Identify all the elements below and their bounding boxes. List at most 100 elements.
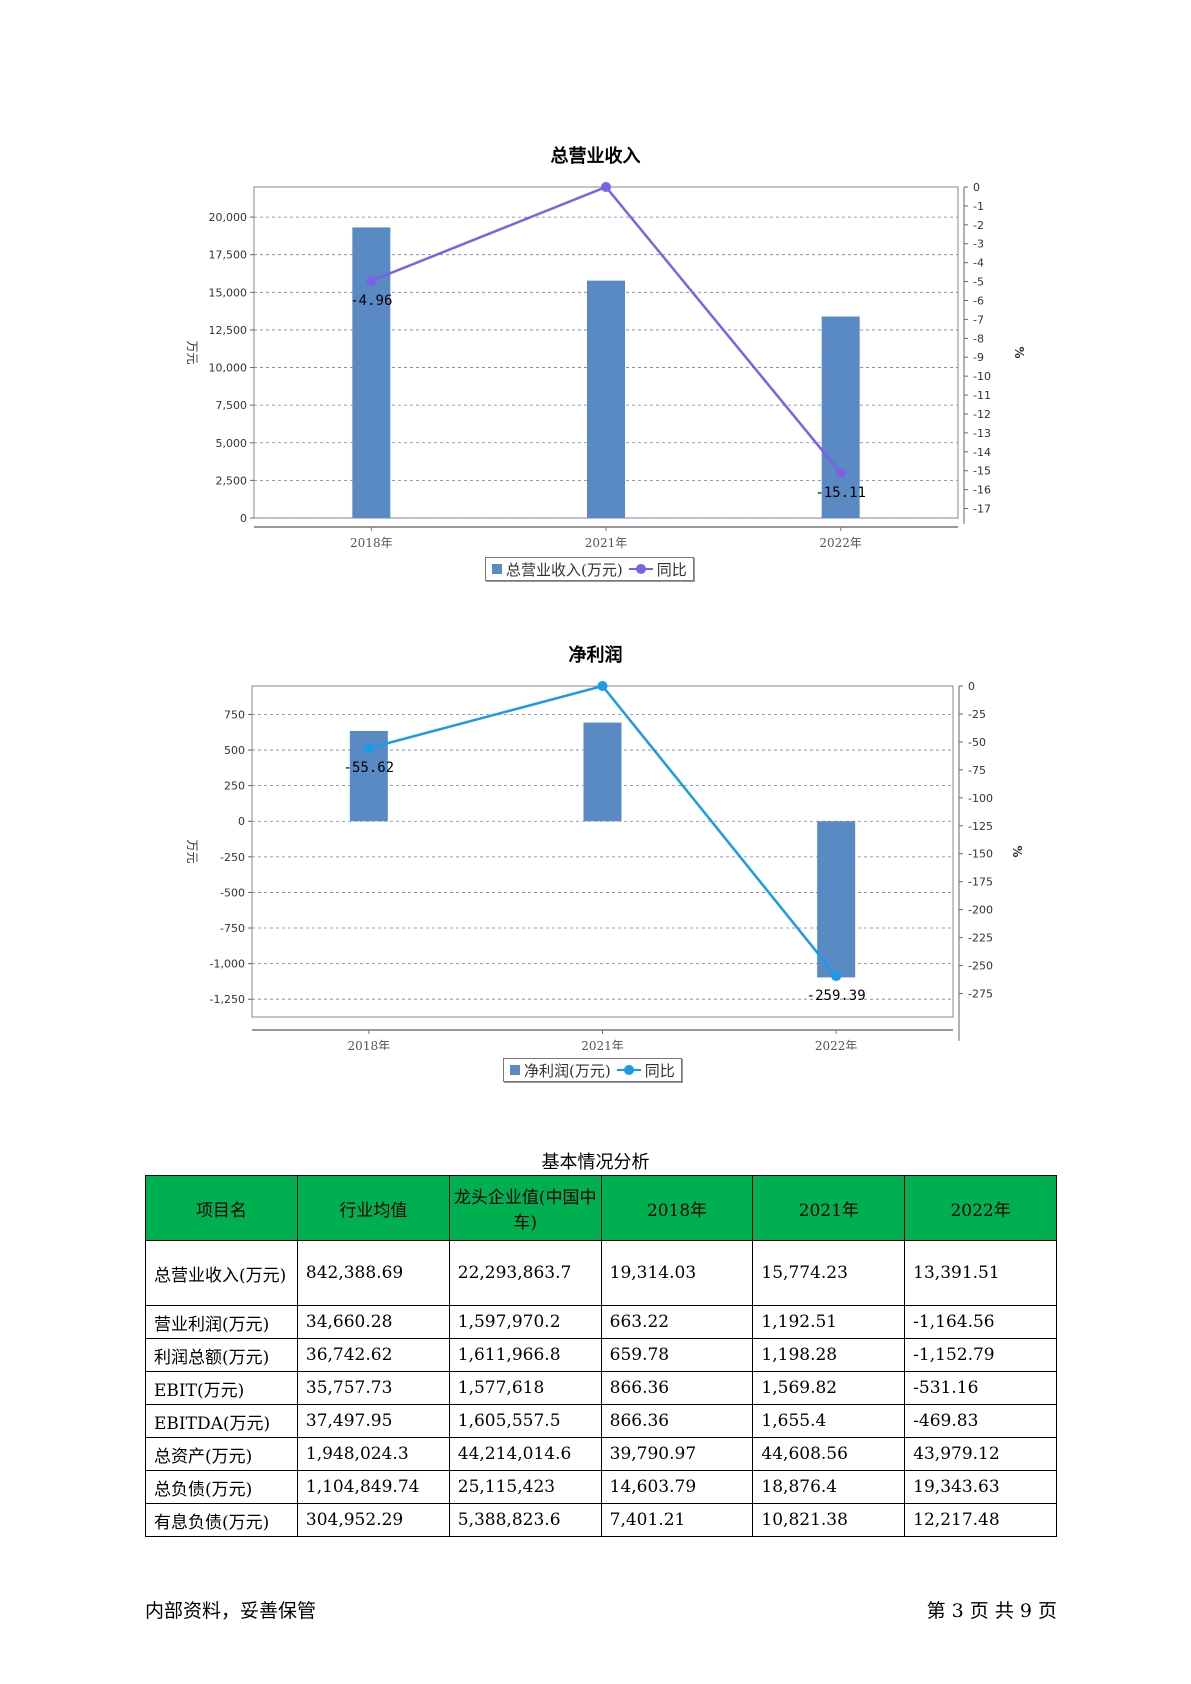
bar [352,227,391,519]
table-cell: 37,497.95 [296,1404,450,1438]
table-cell: 1,192.51 [752,1305,906,1339]
y-tick-label: -1,000 [210,958,245,971]
y2-tick-label: -8 [973,332,984,345]
y2-tick-label: -6 [973,294,984,307]
table-row: 总负债(万元) 1,104,849.74 25,115,423 14,603.79 18… [145,1470,1057,1504]
yoy-data-label: -259.39 [807,988,866,1004]
table-cell: 1,948,024.3 [296,1437,450,1471]
y-tick-label: 10,000 [209,362,248,375]
header-2018: 2018年 [600,1175,754,1241]
table-cell: 659.78 [600,1338,754,1372]
table-row: 营业利润(万元) 34,660.28 1,597,970.2 663.22 1,192.… [145,1305,1057,1339]
table-cell: 18,876.4 [752,1470,906,1504]
y2-tick-label: -125 [968,820,993,833]
revenue-chart: 0 2,500 5,000 7,500 10,000 12,500 15,000 17,500… [185,181,1026,550]
table-cell: 10,821.38 [752,1503,906,1537]
table-cell: 1,569.82 [752,1371,906,1405]
y-axis-title: 万元 [185,340,199,364]
y2-tick-label: -12 [973,408,991,421]
table-cell: 1,577,618 [448,1371,602,1405]
legend-line-label: 同比 [656,560,687,579]
table-cell: -531.16 [904,1371,1057,1405]
y2-tick-label: -275 [968,988,993,1001]
x-tick-label: 2021年 [581,1039,624,1050]
row-label-cell: 总负债(万元) [145,1470,298,1504]
y2-tick-label: -50 [968,736,986,749]
x-tick-label: 2022年 [815,1039,858,1050]
legend-bar-label: 净利润(万元) [524,1061,611,1080]
x-tick-label: 2022年 [819,536,862,550]
y2-axis-title: % [1010,845,1024,857]
line-legend-marker [628,564,653,574]
y2-tick-label: -4 [973,257,984,270]
legend-line-label: 同比 [644,1061,675,1080]
y2-tick-label: -75 [968,764,986,777]
y2-axis-title: % [1012,346,1026,358]
y2-tick-label: -1 [973,200,984,213]
y2-tick-label: -9 [973,351,984,364]
x-tick-label: 2018年 [348,1039,391,1050]
header-item-name: 项目名 [145,1175,298,1241]
table-cell: 1,597,970.2 [448,1305,602,1339]
table-cell: 7,401.21 [600,1503,754,1537]
table-cell: 5,388,823.6 [448,1503,602,1537]
y2-tick-label: -25 [968,708,986,721]
table-cell: 19,314.03 [600,1240,754,1306]
table-row: 有息负债(万元) 304,952.29 5,388,823.6 7,401.21 10,… [145,1503,1057,1537]
table-cell: 19,343.63 [904,1470,1057,1504]
header-industry-average: 行业均值 [296,1175,450,1241]
y-tick-label: 250 [224,780,245,793]
table-cell: -469.83 [904,1404,1057,1438]
bar [587,280,625,518]
table-cell: 1,104,849.74 [296,1470,450,1504]
bar-legend-swatch [492,564,502,574]
y-tick-label: 7,500 [216,399,248,412]
y-tick-label: 20,000 [209,211,248,224]
table-caption: 基本情况分析 [541,1152,650,1173]
y-axis-title: 万元 [185,839,199,863]
table-cell: 842,388.69 [296,1240,450,1306]
table-cell: 1,655.4 [752,1404,906,1438]
yoy-point [831,971,842,982]
table-cell: 22,293,863.7 [448,1240,602,1306]
row-label-cell: 总资产(万元) [145,1437,298,1471]
footer-page-number: 第 3 页 共 9 页 [926,1600,1057,1622]
y-tick-label: 17,500 [209,249,248,262]
revenue-chart-legend: 总营业收入(万元) 同比 [485,557,694,581]
table-cell: 44,214,014.6 [448,1437,602,1471]
bar [583,722,622,822]
table-cell: 1,605,557.5 [448,1404,602,1438]
header-leading-enterprise: 龙头企业值(中国中车) [448,1175,602,1241]
table-row: 总营业收入(万元) 842,388.69 22,293,863.7 19,314.03… [145,1240,1057,1306]
header-2022: 2022年 [904,1175,1057,1241]
line-legend-marker [616,1065,641,1075]
table-cell: 866.36 [600,1404,754,1438]
table-cell: 1,611,966.8 [448,1338,602,1372]
y-tick-label: -1,250 [210,993,245,1006]
table-cell: 35,757.73 [296,1371,450,1405]
y-tick-label: 15,000 [209,286,248,299]
table-row: EBITDA(万元) 37,497.95 1,605,557.5 866.36 1,65… [145,1404,1057,1438]
y2-tick-label: -13 [973,427,991,440]
yoy-data-label: -15.11 [815,485,866,501]
table-header-row: 项目名 行业均值 龙头企业值(中国中车) 2018年 2021年 2022年 [145,1175,1057,1241]
yoy-point [601,182,611,192]
bar [821,316,860,518]
table-cell: 663.22 [600,1305,754,1339]
y2-tick-label: -250 [968,960,993,973]
table-row: 利润总额(万元) 36,742.62 1,611,966.8 659.78 1,198.… [145,1338,1057,1372]
y-tick-label: -750 [220,922,245,935]
y-tick-label: 5,000 [216,437,248,450]
y2-tick-label: -17 [973,503,991,516]
table-cell: 12,217.48 [904,1503,1057,1537]
y-tick-label: 0 [238,815,245,828]
y-tick-label: 2,500 [216,474,248,487]
footer-confidential: 内部资料，妥善保管 [145,1600,317,1622]
y2-tick-label: -3 [973,238,984,251]
table-cell: 43,979.12 [904,1437,1057,1471]
row-label-cell: 营业利润(万元) [145,1305,298,1339]
y2-tick-label: -2 [973,219,984,232]
y2-tick-label: -7 [973,313,984,326]
chart-title-revenue: 总营业收入 [550,146,641,167]
row-label-cell: 利润总额(万元) [145,1338,298,1372]
